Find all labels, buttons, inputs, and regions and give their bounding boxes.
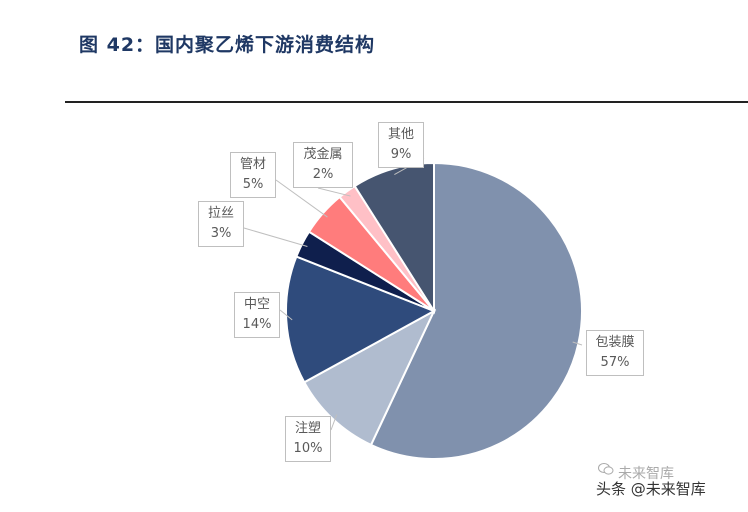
slice-label-box: 注塑 10%: [285, 416, 331, 462]
slice-label: 拉丝: [207, 206, 234, 221]
pie-slice: [353, 161, 435, 315]
slice-percent: 3%: [210, 226, 232, 241]
leader-line: [330, 414, 338, 431]
slice-label: 包装膜: [595, 335, 635, 350]
slice-label: 茂金属: [303, 147, 343, 162]
slice-label: 管材: [239, 157, 266, 172]
slice-label-box: 包装膜 57%: [586, 330, 644, 376]
title-rule: [65, 101, 748, 103]
slice-percent: 14%: [242, 317, 272, 332]
watermark: 头条 @未来智库: [596, 480, 706, 498]
slice-label-box: 其他 9%: [378, 122, 424, 168]
slice-percent: 10%: [293, 441, 323, 456]
figure-title: 图 42：国内聚乙烯下游消费结构: [79, 34, 376, 56]
pie-slice: [369, 161, 583, 460]
leader-line: [317, 187, 351, 197]
slice-label-box: 中空 14%: [234, 292, 280, 338]
slice-label: 中空: [243, 297, 270, 312]
wechat-icon: [598, 463, 614, 475]
slice-label-box: 茂金属 2%: [293, 142, 353, 188]
leader-line: [572, 341, 583, 346]
slice-percent: 2%: [312, 167, 334, 182]
pie-slice: [302, 308, 437, 447]
slice-percent: 9%: [390, 147, 412, 162]
slice-label: 其他: [387, 127, 414, 142]
leader-line: [279, 309, 293, 321]
watermark-ghost: 未来智库: [618, 466, 674, 482]
leader-line: [243, 227, 308, 247]
slice-percent: 57%: [600, 355, 630, 370]
leader-line: [275, 179, 328, 218]
slice-label-box: 拉丝 3%: [198, 201, 244, 247]
pie-slice: [285, 255, 437, 384]
slice-label-box: 管材 5%: [230, 152, 276, 198]
slice-percent: 5%: [242, 177, 264, 192]
slice-label: 注塑: [294, 421, 321, 436]
